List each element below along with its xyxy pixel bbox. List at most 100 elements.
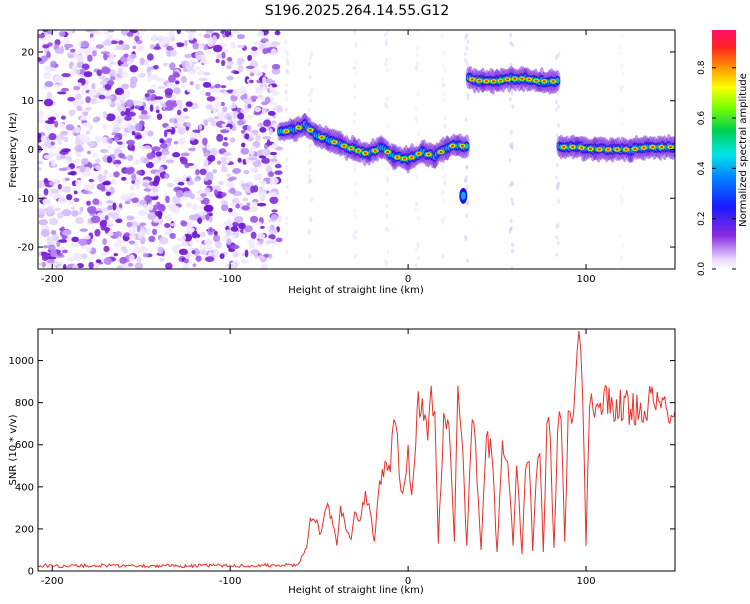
streak-speckle: [308, 148, 312, 154]
noise-speckle: [216, 160, 222, 165]
streak-speckle: [619, 88, 623, 93]
streak-speckle: [354, 41, 357, 46]
ridge-hotspot: [633, 147, 637, 150]
noise-speckle: [135, 100, 144, 107]
noise-speckle: [182, 196, 187, 201]
streak-speckle: [310, 197, 314, 202]
streak-speckle: [464, 175, 468, 180]
noise-speckle: [40, 229, 50, 238]
streak-speckle: [307, 61, 311, 66]
noise-speckle: [178, 104, 183, 109]
noise-speckle: [38, 180, 45, 189]
noise-speckle: [209, 85, 215, 89]
noise-speckle: [164, 106, 174, 111]
ridge-hotspot: [506, 78, 510, 81]
noise-speckle: [277, 215, 282, 223]
noise-speckle: [140, 109, 148, 116]
colorbar-tick-label: 0.4: [697, 161, 707, 176]
noise-speckle: [159, 138, 164, 144]
noise-speckle: [164, 88, 174, 96]
noise-speckle: [258, 94, 263, 99]
noise-speckle: [42, 198, 50, 205]
noise-speckle: [195, 83, 201, 91]
noise-speckle: [205, 171, 214, 180]
noise-speckle: [126, 215, 135, 221]
noise-speckle: [203, 177, 209, 182]
ridge-hotspot: [460, 144, 464, 147]
noise-speckle: [107, 232, 114, 236]
noise-speckle: [103, 180, 111, 186]
ridge-hotspot: [542, 80, 546, 83]
noise-speckle: [117, 141, 124, 145]
streak-speckle: [509, 33, 512, 38]
noise-speckle: [243, 109, 249, 113]
streak-speckle: [384, 261, 388, 267]
noise-speckle: [69, 170, 77, 176]
noise-speckle: [151, 228, 158, 235]
noise-speckle: [142, 129, 147, 138]
noise-speckle: [264, 96, 271, 104]
streak-speckle: [308, 167, 312, 172]
noise-speckle: [188, 70, 196, 75]
streak-speckle: [353, 208, 357, 214]
noise-speckle: [215, 58, 220, 64]
streak-speckle: [414, 115, 418, 121]
noise-speckle: [248, 132, 255, 138]
noise-speckle: [115, 132, 123, 138]
noise-speckle: [204, 256, 215, 262]
noise-speckle: [85, 96, 91, 104]
streak-speckle: [307, 173, 311, 178]
noise-speckle: [90, 182, 95, 190]
noise-speckle: [183, 107, 188, 112]
noise-speckle: [254, 252, 259, 259]
noise-speckle: [109, 61, 115, 65]
noise-speckle: [61, 209, 72, 217]
noise-speckle: [182, 174, 187, 183]
streak-speckle: [385, 38, 389, 43]
noise-speckle: [203, 204, 213, 212]
streak-speckle: [416, 216, 420, 221]
noise-speckle: [183, 258, 190, 264]
noise-speckle: [134, 262, 144, 269]
streak-speckle: [619, 193, 623, 198]
noise-speckle: [186, 202, 193, 208]
streak-speckle: [463, 177, 467, 183]
noise-speckle: [172, 152, 181, 158]
streak-speckle: [353, 111, 357, 117]
noise-speckle: [50, 67, 57, 71]
noise-speckle: [229, 187, 236, 194]
spectrogram-image: [38, 30, 675, 269]
noise-speckle: [87, 46, 95, 53]
noise-speckle: [121, 94, 127, 102]
noise-speckle: [95, 259, 102, 264]
noise-speckle: [195, 237, 200, 243]
noise-speckle: [189, 137, 195, 141]
noise-speckle: [164, 214, 173, 222]
noise-speckle: [268, 84, 273, 93]
noise-speckle: [243, 93, 248, 100]
streak-speckle: [385, 226, 388, 231]
noise-speckle: [259, 180, 267, 186]
noise-speckle: [95, 158, 101, 164]
noise-speckle: [120, 263, 131, 269]
noise-speckle: [91, 50, 97, 57]
streak-speckle: [384, 102, 388, 107]
streak-speckle: [509, 130, 513, 135]
noise-speckle: [125, 167, 134, 175]
noise-speckle: [139, 57, 145, 66]
noise-speckle: [233, 70, 240, 75]
noise-speckle: [118, 40, 124, 45]
noise-speckle: [110, 76, 116, 81]
noise-speckle: [120, 63, 128, 67]
noise-speckle: [61, 249, 69, 254]
noise-speckle: [114, 163, 119, 168]
noise-speckle: [165, 262, 173, 269]
noise-speckle: [65, 124, 75, 131]
noise-speckle: [227, 60, 234, 66]
noise-speckle: [210, 147, 218, 156]
streak-speckle: [384, 62, 388, 67]
streak-speckle: [309, 55, 312, 61]
spectrogram-ytick-label: -20: [18, 243, 34, 254]
noise-speckle: [81, 161, 88, 165]
